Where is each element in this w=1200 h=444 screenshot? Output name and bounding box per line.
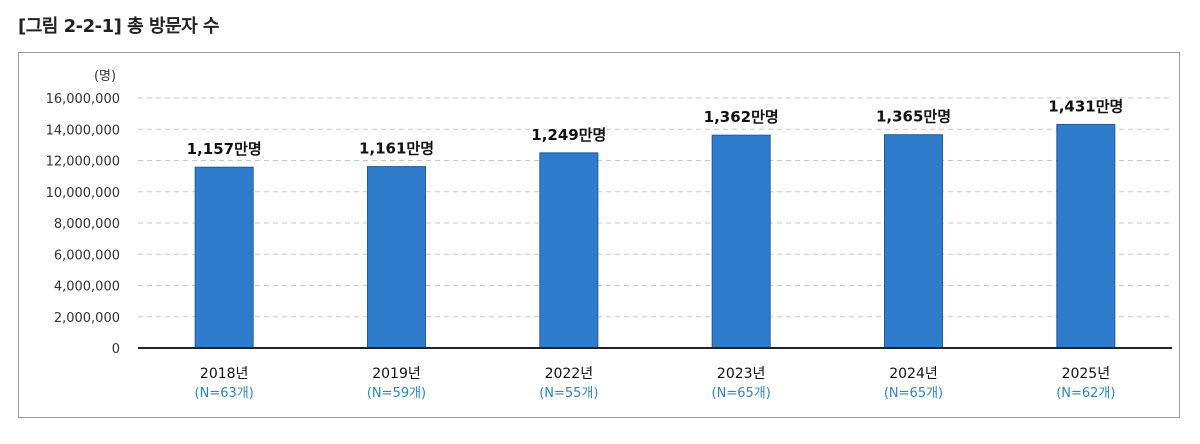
data-label: 1,365만명 <box>876 108 951 126</box>
data-label: 1,362만명 <box>704 108 779 126</box>
bar <box>1056 123 1116 349</box>
x-tick-sublabel: (N=55개) <box>539 386 598 401</box>
y-tick-label: 6,000,000 <box>54 248 120 263</box>
x-tick-sublabel: (N=65개) <box>884 386 943 401</box>
y-tick-label: 14,000,000 <box>46 123 120 138</box>
bar <box>367 166 426 349</box>
bar <box>711 134 771 349</box>
y-tick-label: 0 <box>112 342 120 357</box>
x-tick-label: 2023년 <box>717 366 766 382</box>
x-tick-label: 2018년 <box>200 366 249 382</box>
bar <box>539 152 599 349</box>
y-unit-label: (명) <box>94 69 116 84</box>
y-tick-label: 16,000,000 <box>46 92 120 107</box>
x-tick-sublabel: (N=63개) <box>195 386 254 401</box>
data-label: 1,431만명 <box>1048 97 1123 115</box>
x-tick-label: 2025년 <box>1062 366 1111 382</box>
chart-frame <box>18 52 1180 418</box>
x-tick-label: 2024년 <box>889 366 938 382</box>
x-tick-sublabel: (N=65개) <box>712 386 771 401</box>
y-tick-label: 4,000,000 <box>54 280 120 295</box>
data-label: 1,249만명 <box>531 126 606 144</box>
data-label: 1,161만명 <box>359 140 434 158</box>
y-tick-label: 12,000,000 <box>46 155 120 170</box>
figure-title: [그림 2-2-1] 총 방문자 수 <box>18 16 219 37</box>
x-tick-sublabel: (N=59개) <box>367 386 426 401</box>
data-label: 1,157만명 <box>187 140 262 158</box>
bar <box>884 134 943 349</box>
x-tick-sublabel: (N=62개) <box>1056 386 1115 401</box>
y-tick-label: 8,000,000 <box>54 217 120 232</box>
y-tick-label: 10,000,000 <box>46 186 120 201</box>
x-tick-label: 2019년 <box>372 366 421 382</box>
x-tick-label: 2022년 <box>545 366 594 382</box>
bar <box>194 166 254 349</box>
y-tick-label: 2,000,000 <box>54 311 120 326</box>
